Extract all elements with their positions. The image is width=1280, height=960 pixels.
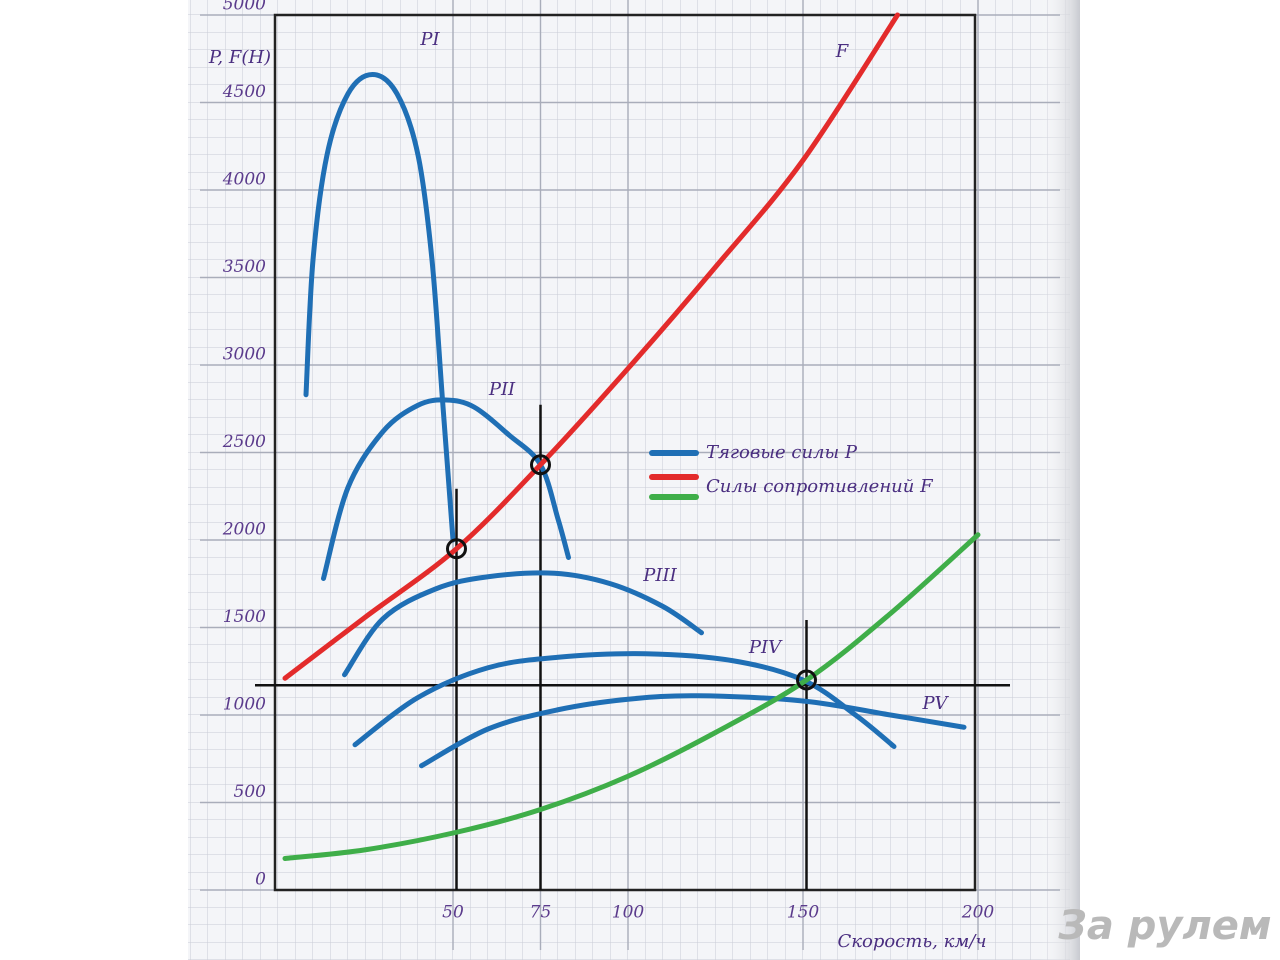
- legend: Тяговые силы P Силы сопротивлений F: [649, 442, 934, 500]
- y-tick-label: 3500: [223, 257, 266, 277]
- curve-label: PI: [419, 29, 440, 50]
- y-tick-label: 2000: [222, 520, 266, 540]
- y-tick-label: 3000: [223, 345, 266, 365]
- y-tick-label: 4000: [222, 170, 266, 190]
- y-tick-label: 500: [234, 782, 267, 802]
- series-line: [352, 651, 897, 749]
- legend-label: Тяговые силы P: [706, 442, 858, 463]
- watermark: За рулем: [1057, 903, 1271, 949]
- curve-label: PV: [921, 693, 949, 714]
- curve-label: PIV: [748, 637, 783, 658]
- paper-shadow: [1040, 0, 1080, 960]
- y-tick-label: 5000: [223, 0, 266, 15]
- y-tick-label: 1500: [223, 607, 266, 627]
- y-tick-label: 4500: [222, 82, 266, 102]
- x-tick-label: 200: [961, 903, 995, 923]
- y-axis-label: P, F(H): [208, 47, 271, 68]
- curve-label: PII: [488, 379, 516, 400]
- series-line: [342, 570, 704, 678]
- intersection-point: [530, 454, 551, 476]
- x-tick-label: 100: [612, 903, 645, 923]
- series-line: [282, 532, 981, 861]
- y-tick-label: 2500: [222, 432, 266, 452]
- x-axis-label: Скорость, км/ч: [837, 931, 986, 952]
- intersection-point: [446, 538, 467, 560]
- series-line: [303, 71, 456, 543]
- series-line: [282, 12, 900, 681]
- y-tick-label: 0: [255, 870, 266, 890]
- plot-frame: [273, 13, 977, 892]
- paper-grid: [188, 0, 1070, 960]
- legend-label: Силы сопротивлений F: [706, 476, 934, 497]
- series-line: [419, 693, 967, 769]
- series-line: [321, 397, 571, 581]
- y-tick-label: 1000: [223, 695, 266, 715]
- x-tick-label: 150: [787, 903, 820, 923]
- curve-label: PIII: [642, 565, 677, 586]
- curve-label: F: [835, 41, 850, 62]
- x-tick-label: 50: [442, 903, 464, 923]
- intersection-point: [796, 669, 817, 691]
- x-tick-label: 75: [530, 903, 552, 923]
